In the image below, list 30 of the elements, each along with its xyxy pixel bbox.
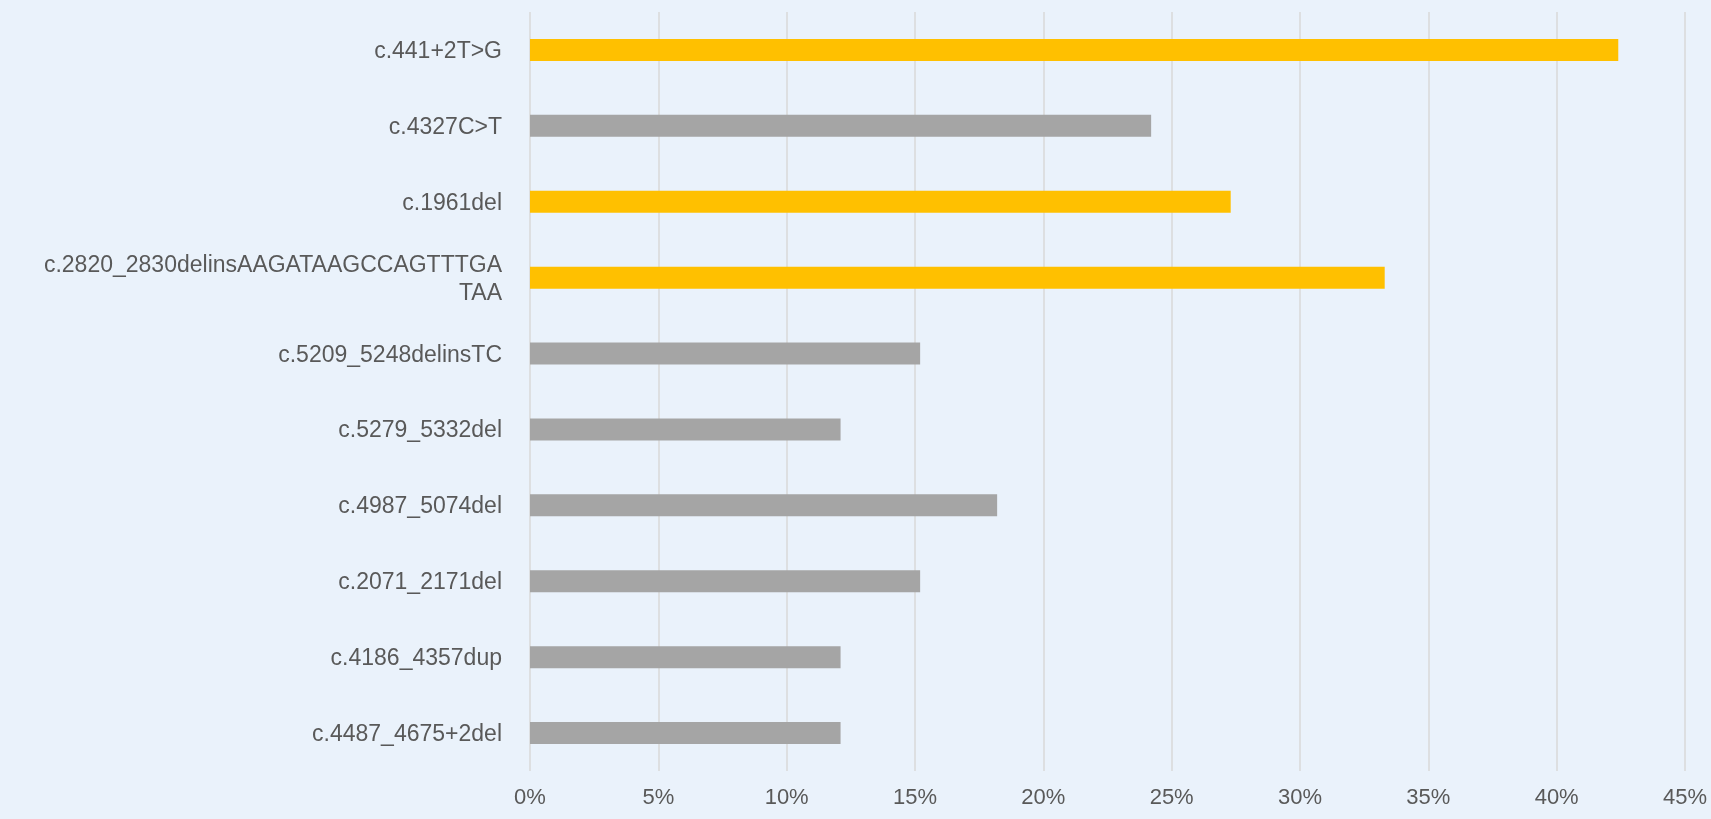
y-tick-label: c.1961del [402,188,502,215]
bar [530,266,1385,289]
bar [530,38,1619,61]
x-tick-label: 40% [1534,783,1579,809]
x-tick-label: 5% [642,783,675,809]
x-tick-label: 25% [1149,783,1194,809]
y-tick-label: c.2071_2171del [338,568,502,595]
x-tick-label: 35% [1406,783,1451,809]
bar [530,114,1152,137]
bar [530,190,1231,213]
y-tick-label: c.4186_4357dup [330,644,502,671]
x-tick-label: 30% [1277,783,1323,809]
bar [530,342,921,365]
y-tick-label: c.2820_2830delinsAAGATAAGCCAGTTTGATAA [43,250,503,305]
y-tick-label: c.5279_5332del [338,416,502,443]
x-tick-label: 45% [1662,783,1708,809]
y-tick-label: c.4487_4675+2del [312,720,502,747]
x-tick-label: 0% [514,783,546,809]
bar [530,722,841,745]
bar [530,646,841,669]
x-tick-label: 10% [764,783,809,809]
bar [530,418,841,441]
y-tick-label: c.441+2T>G [374,36,502,63]
x-tick-label: 20% [1021,783,1066,809]
x-tick-label: 15% [892,783,938,809]
bar [530,570,921,593]
y-tick-label: c.4987_5074del [338,492,502,519]
y-tick-label: c.5209_5248delinsTC [278,340,502,367]
y-tick-label: c.4327C>T [388,112,502,139]
bar [530,494,998,517]
